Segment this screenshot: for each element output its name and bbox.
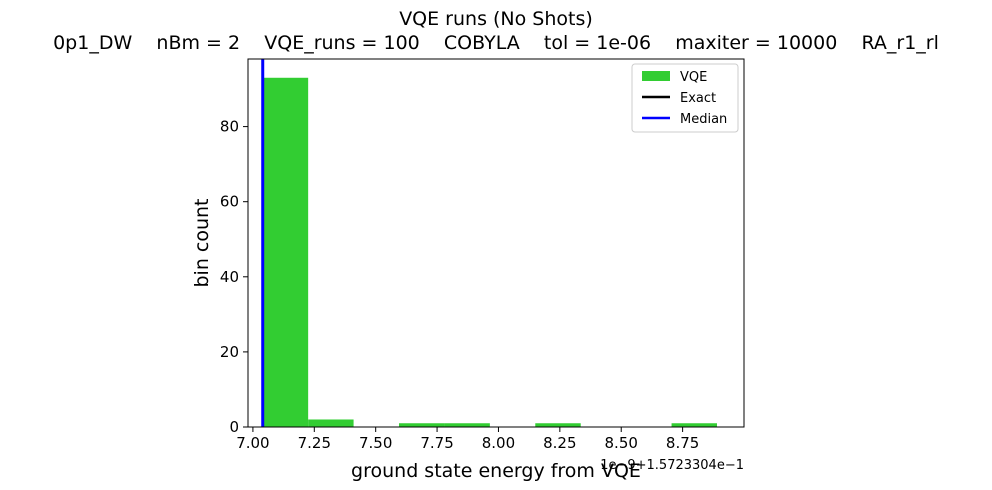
legend-swatch-vqe (642, 71, 670, 81)
x-tick-label: 8.75 (666, 434, 699, 452)
y-axis-label: bin count (191, 198, 213, 287)
histogram-bar (308, 419, 354, 427)
legend-label: VQE (680, 70, 707, 85)
y-tick-label: 60 (220, 193, 239, 211)
y-tick-label: 20 (220, 343, 239, 361)
x-offset-label: 1e−9+1.5723304e−1 (600, 458, 744, 473)
x-tick-label: 7.50 (359, 434, 392, 452)
histogram-bar (535, 423, 581, 427)
chart-title: VQE runs (No Shots) (399, 8, 593, 30)
y-tick-label: 40 (220, 268, 239, 286)
plot-frame (247, 58, 745, 428)
histogram-bar (444, 423, 490, 427)
y-tick-label: 80 (220, 118, 239, 136)
x-tick-label: 7.75 (420, 434, 453, 452)
chart-subtitle: 0p1_DW nBm = 2 VQE_runs = 100 COBYLA tol… (53, 32, 939, 54)
histogram-bar (262, 77, 309, 427)
x-axis-label: ground state energy from VQE (351, 460, 641, 482)
x-tick-label: 7.25 (298, 434, 331, 452)
histogram-bar (399, 423, 445, 427)
legend-label: Exact (680, 91, 716, 106)
histogram-bar (671, 423, 717, 427)
x-tick-label: 8.00 (482, 434, 515, 452)
y-tick-label: 0 (229, 418, 239, 436)
legend-label: Median (680, 112, 727, 127)
x-tick-label: 7.00 (236, 434, 269, 452)
x-tick-label: 8.50 (605, 434, 638, 452)
x-tick-label: 8.25 (543, 434, 576, 452)
